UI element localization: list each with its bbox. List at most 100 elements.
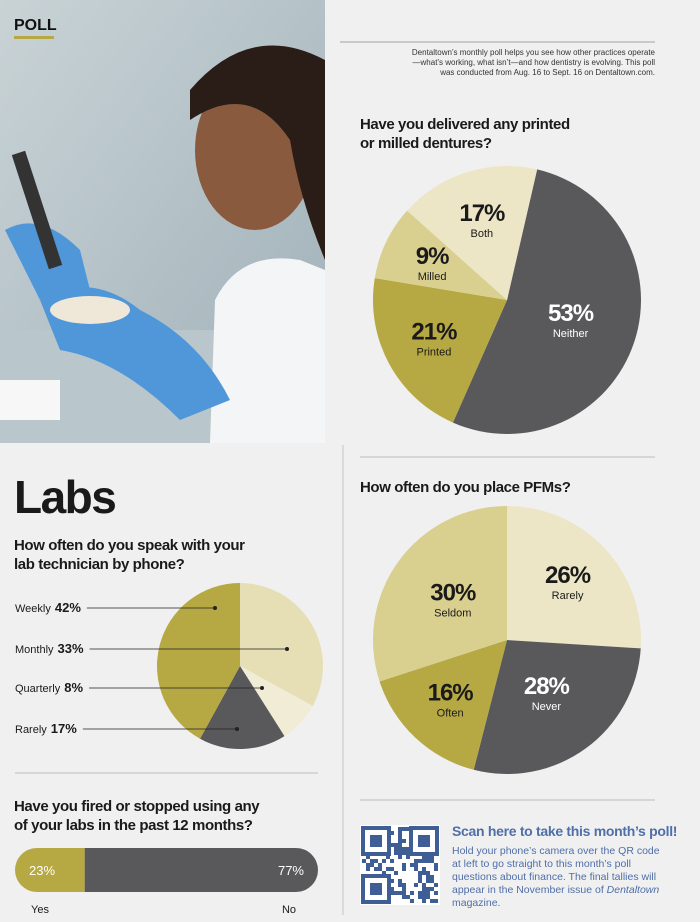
qr-cell bbox=[402, 883, 406, 887]
slice-name: Printed bbox=[416, 347, 451, 359]
qr-cell bbox=[430, 887, 434, 891]
qr-cell bbox=[406, 847, 410, 851]
qr-cell bbox=[418, 859, 422, 863]
qr-cell bbox=[422, 871, 426, 875]
qr-cell bbox=[402, 867, 406, 871]
slice-value: 26% bbox=[545, 562, 591, 589]
qr-cell bbox=[366, 863, 370, 867]
qr-cell bbox=[410, 863, 414, 867]
qr-cell bbox=[414, 867, 418, 871]
qr-finder bbox=[409, 826, 439, 856]
slice-value: 30% bbox=[430, 580, 476, 607]
qr-cell bbox=[426, 859, 430, 863]
qr-cell bbox=[374, 859, 378, 863]
qr-cell bbox=[386, 867, 390, 871]
qr-heading: Scan here to take this month’s poll! bbox=[452, 823, 678, 839]
qr-cell bbox=[430, 859, 434, 863]
bar-value: 23% bbox=[29, 863, 55, 878]
qr-cell bbox=[402, 851, 406, 855]
qr-cell bbox=[398, 835, 402, 839]
qr-cell bbox=[414, 859, 418, 863]
bar-category: No bbox=[282, 904, 296, 916]
qr-cell bbox=[398, 851, 402, 855]
qr-finder bbox=[370, 835, 382, 847]
qr-finder bbox=[361, 874, 391, 904]
qr-cell bbox=[418, 891, 422, 895]
qr-cell bbox=[394, 871, 398, 875]
legend-name: Monthly bbox=[15, 644, 54, 656]
qr-cell bbox=[370, 859, 374, 863]
slice-value: 53% bbox=[548, 300, 594, 327]
qr-cell bbox=[382, 859, 386, 863]
qr-cell bbox=[398, 855, 402, 859]
qr-cell bbox=[402, 895, 406, 899]
pie-slice bbox=[372, 278, 507, 423]
qr-code bbox=[360, 825, 440, 905]
slice-name: Often bbox=[437, 708, 464, 720]
slice-name: Never bbox=[532, 701, 562, 713]
qr-finder bbox=[370, 883, 382, 895]
qr-cell bbox=[418, 879, 422, 883]
qr-cell bbox=[430, 899, 434, 903]
qr-cell bbox=[390, 867, 394, 871]
leader-dot bbox=[260, 686, 264, 690]
qr-cell bbox=[422, 883, 426, 887]
qr-cell bbox=[418, 875, 422, 879]
chart-title: Have you delivered any printed or milled… bbox=[360, 116, 570, 152]
qr-cell bbox=[366, 855, 370, 859]
qr-text-part: magazine. bbox=[452, 897, 501, 909]
qr-cell bbox=[434, 891, 438, 895]
legend-value: 42% bbox=[55, 600, 81, 615]
pie-slice bbox=[374, 210, 507, 300]
qr-cell bbox=[414, 863, 418, 867]
intro: Dentaltown’s monthly poll helps you see … bbox=[411, 48, 655, 77]
chart-title: How often do you place PFMs? bbox=[360, 479, 571, 496]
qr-cell bbox=[398, 891, 402, 895]
photo bbox=[0, 0, 325, 443]
bar-category: Yes bbox=[31, 904, 49, 916]
leader-dot bbox=[235, 727, 239, 731]
section-title: Labs bbox=[14, 471, 117, 523]
qr-cell bbox=[398, 847, 402, 851]
bar-segment bbox=[84, 848, 318, 892]
qr-cell bbox=[386, 855, 390, 859]
qr-cell bbox=[374, 867, 378, 871]
qr-cell bbox=[390, 843, 394, 847]
qr-cell bbox=[422, 867, 426, 871]
qr-cell bbox=[426, 895, 430, 899]
leader-dot bbox=[213, 606, 217, 610]
qr-cell bbox=[426, 855, 430, 859]
bar-segment bbox=[15, 848, 85, 892]
qr-cell bbox=[410, 891, 414, 895]
qr-cell bbox=[422, 859, 426, 863]
qr-cell bbox=[390, 887, 394, 891]
qr-cell bbox=[398, 843, 402, 847]
pie-slice bbox=[240, 583, 324, 706]
qr-cell bbox=[382, 871, 386, 875]
qr-cell bbox=[406, 851, 410, 855]
qr-text: Hold your phone’s camera over the QR cod… bbox=[452, 845, 667, 910]
poll-label: POLL bbox=[14, 17, 57, 34]
qr-cell bbox=[422, 895, 426, 899]
chart-title: Have you fired or stopped using any of y… bbox=[14, 798, 260, 834]
qr-cell bbox=[418, 871, 422, 875]
qr-cell bbox=[398, 831, 402, 835]
qr-finder bbox=[418, 835, 430, 847]
qr-cell bbox=[426, 871, 430, 875]
qr-cell bbox=[426, 879, 430, 883]
bar-value: 77% bbox=[278, 863, 304, 878]
qr-cell bbox=[398, 839, 402, 843]
qr-cell bbox=[430, 875, 434, 879]
slice-name: Rarely bbox=[552, 590, 584, 602]
qr-text-part: Hold your phone’s camera over the QR cod… bbox=[452, 845, 660, 896]
slice-name: Seldom bbox=[434, 608, 471, 620]
slice-value: 28% bbox=[524, 673, 570, 700]
legend-name: Weekly bbox=[15, 603, 51, 615]
qr-cell bbox=[394, 851, 398, 855]
pie-slice bbox=[452, 169, 642, 435]
pie-slice bbox=[240, 666, 313, 737]
qr-cell bbox=[430, 855, 434, 859]
qr-cell bbox=[422, 891, 426, 895]
qr-cell bbox=[402, 839, 406, 843]
